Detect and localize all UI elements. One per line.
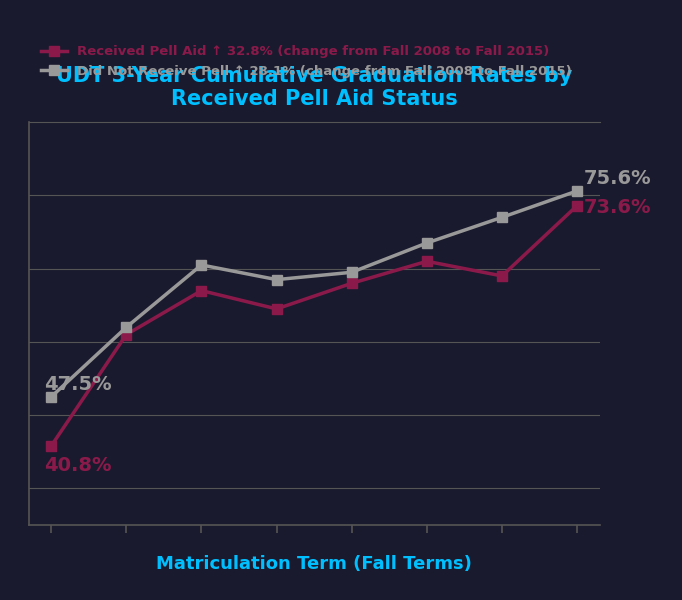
X-axis label: Matriculation Term (Fall Terms): Matriculation Term (Fall Terms) <box>156 555 472 573</box>
Title: UDT 3-Year Cumulative Graduation Rates by
Received Pell Aid Status: UDT 3-Year Cumulative Graduation Rates b… <box>56 66 572 109</box>
Text: 47.5%: 47.5% <box>44 375 112 394</box>
Text: 40.8%: 40.8% <box>44 456 112 475</box>
Text: 73.6%: 73.6% <box>584 197 651 217</box>
Text: 75.6%: 75.6% <box>584 169 652 188</box>
Legend: Received Pell Aid ↑ 32.8% (change from Fall 2008 to Fall 2015), Did Not Receive : Received Pell Aid ↑ 32.8% (change from F… <box>35 40 578 83</box>
